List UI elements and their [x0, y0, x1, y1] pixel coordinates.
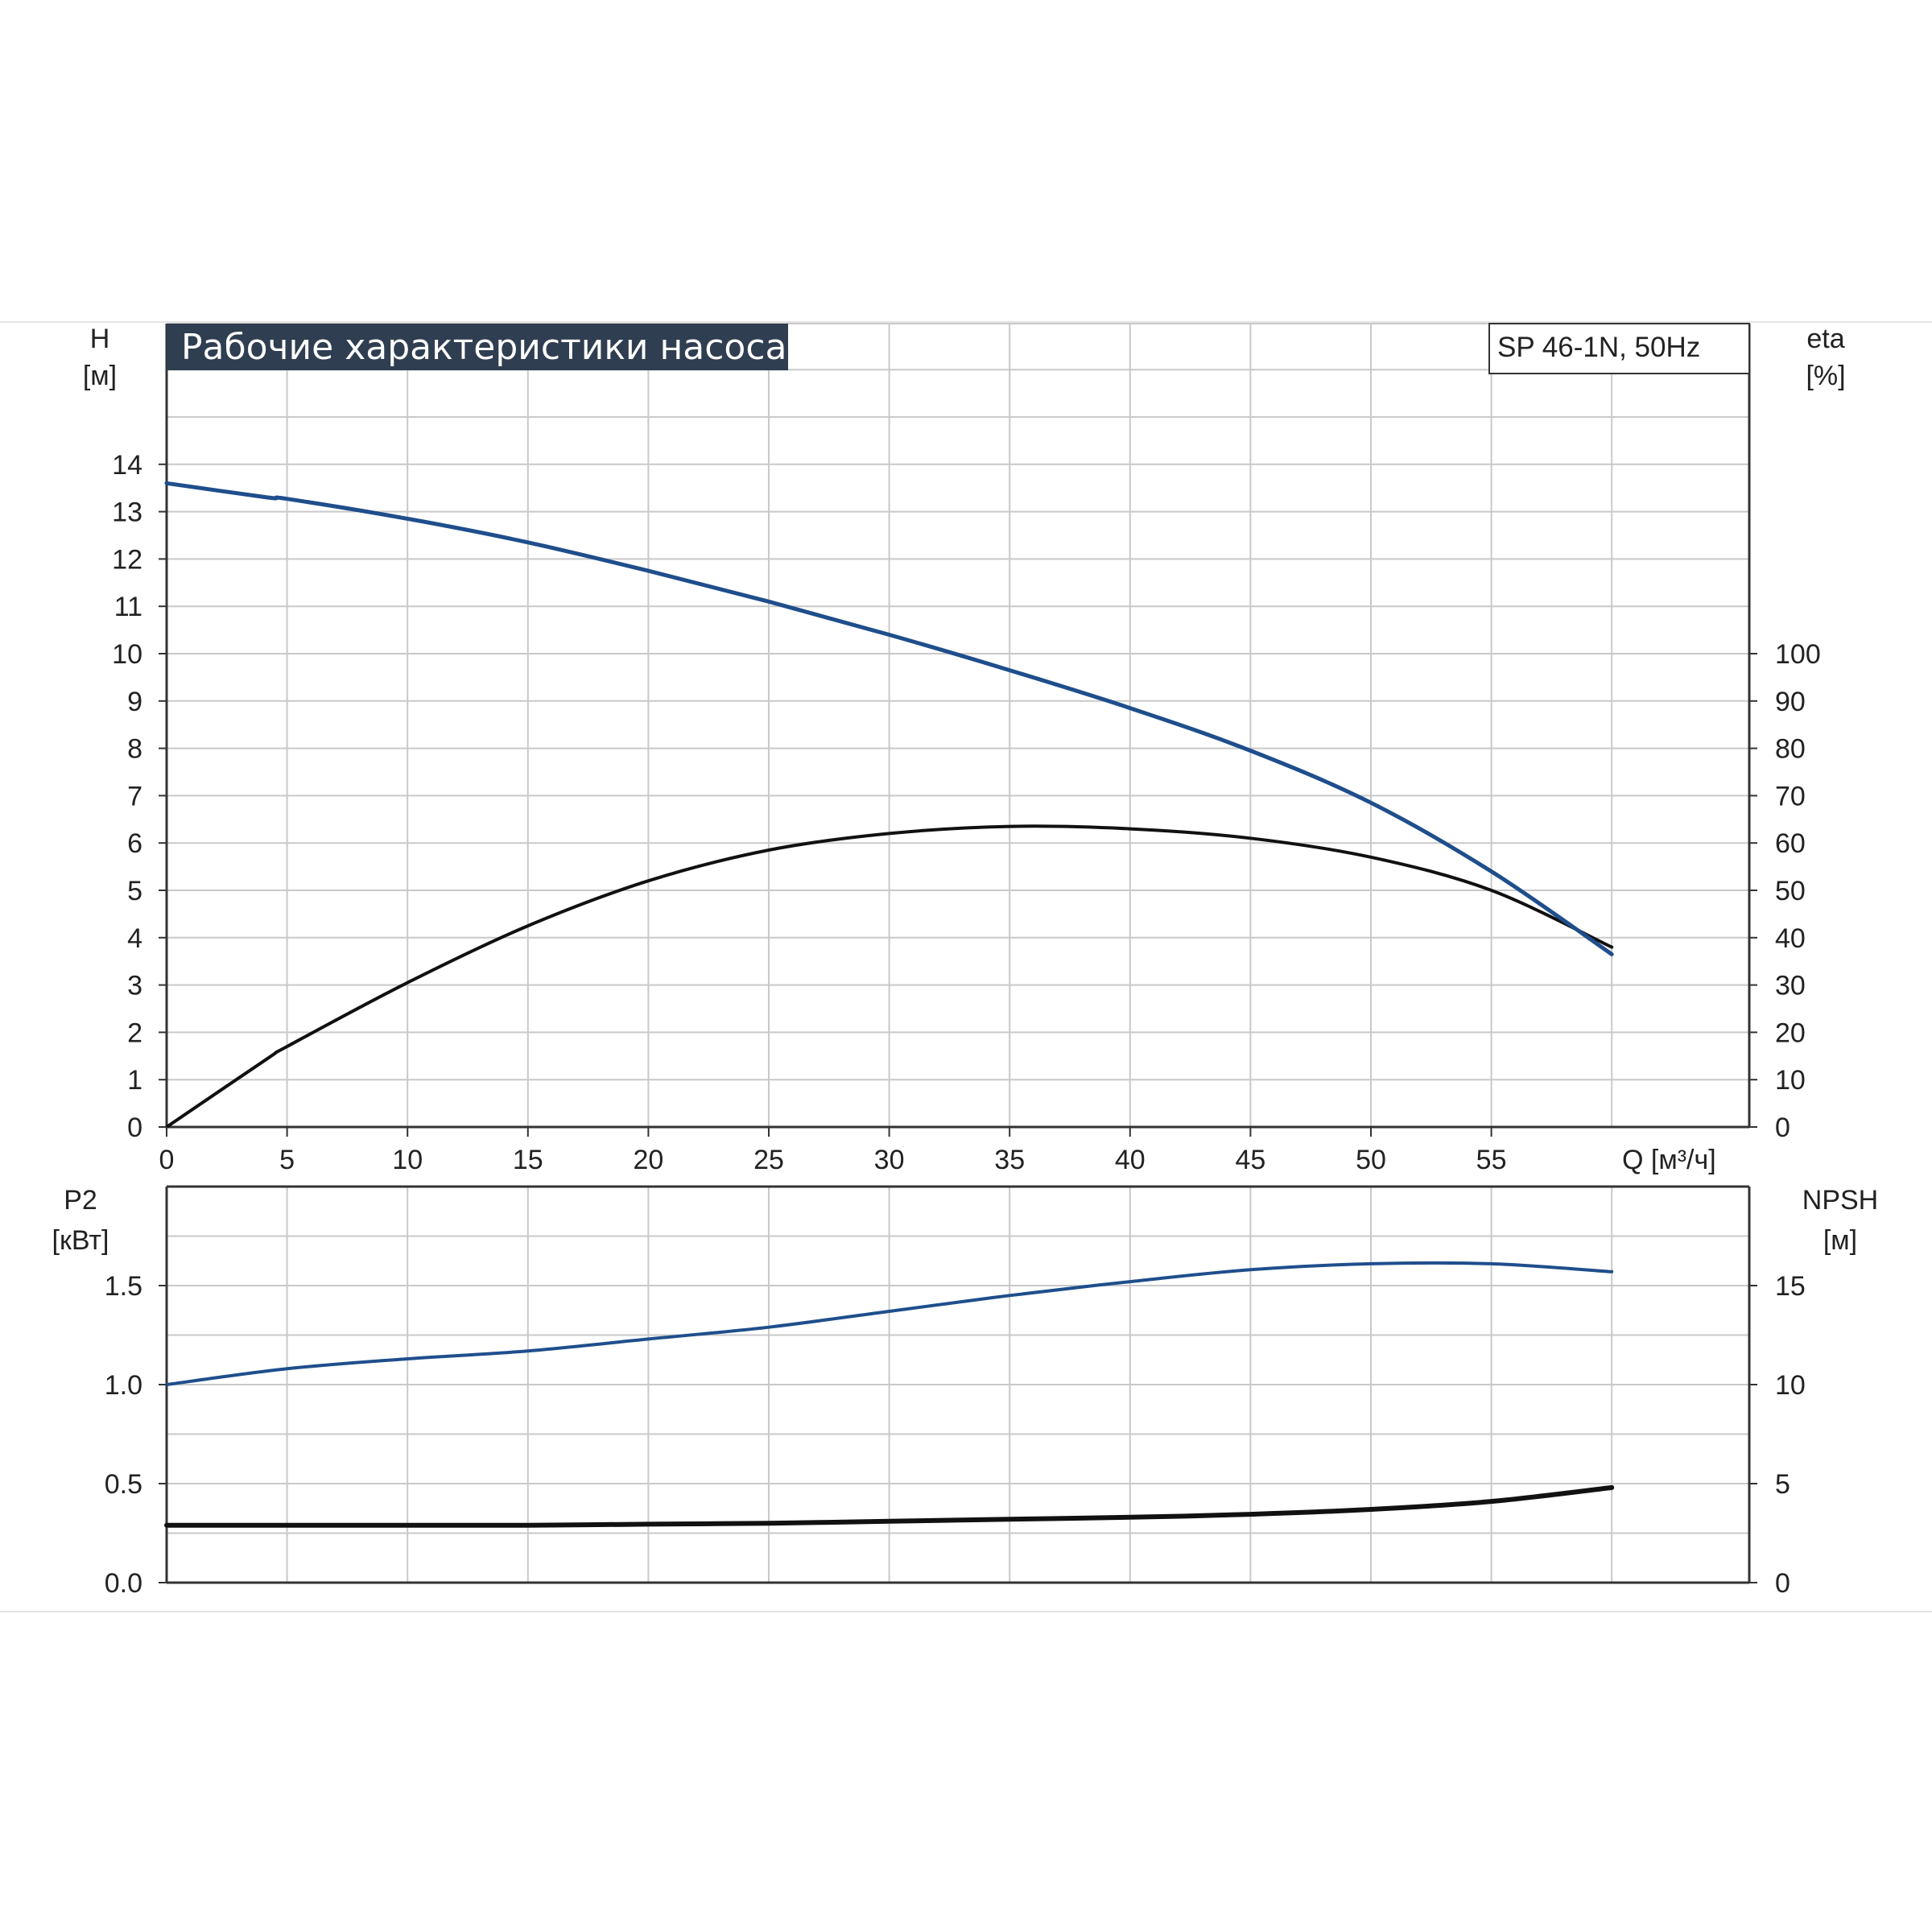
q-tick-label: 15 — [513, 1145, 543, 1175]
top-chart-series — [164, 481, 1614, 1129]
h-tick-label: 8 — [127, 734, 142, 765]
h-tick-label: 12 — [112, 544, 142, 575]
q-tick-label: 25 — [753, 1145, 784, 1175]
npsh-curve — [164, 1484, 1615, 1528]
h-axis-unit: [м] — [83, 361, 117, 391]
h-tick-label: 11 — [114, 592, 142, 622]
x-axis-ticks: 0 5 10 15 20 25 30 35 40 45 50 55 — [159, 1127, 1507, 1175]
h-tick-label: 0 — [127, 1113, 142, 1143]
q-tick-label: 0 — [159, 1145, 175, 1175]
power-curve — [165, 1261, 1614, 1386]
eta-tick-label: 30 — [1775, 971, 1806, 1001]
q-tick-label: 45 — [1235, 1145, 1265, 1175]
npsh-tick-label: 5 — [1775, 1469, 1790, 1500]
eta-axis-label: eta — [1806, 324, 1844, 354]
eta-tick-label: 40 — [1775, 923, 1806, 954]
efficiency-curve — [165, 824, 1614, 1129]
q-tick-label: 30 — [874, 1145, 905, 1175]
npsh-tick-label: 15 — [1775, 1271, 1806, 1302]
q-tick-label: 35 — [994, 1145, 1025, 1175]
eta-axis-unit: [%] — [1806, 361, 1845, 391]
p2-axis-label: P2 — [64, 1185, 97, 1216]
p2-tick-label: 0.0 — [105, 1568, 142, 1599]
chart-title: Рабочие характеристики насоса — [181, 327, 786, 368]
h-tick-label: 14 — [112, 450, 142, 481]
eta-tick-label: 60 — [1775, 828, 1806, 859]
h-tick-label: 3 — [127, 971, 142, 1001]
h-tick-label: 2 — [127, 1018, 142, 1048]
npsh-axis-unit: [м] — [1823, 1225, 1857, 1256]
top-right-axis-ticks: 0 10 20 30 40 50 60 70 80 90 100 — [1749, 639, 1821, 1143]
model-label: SP 46-1N, 50Hz — [1497, 332, 1700, 363]
chart-title-background — [167, 324, 788, 370]
q-tick-label: 5 — [279, 1145, 295, 1175]
h-tick-label: 13 — [112, 497, 142, 528]
h-tick-label: 1 — [127, 1065, 142, 1096]
npsh-tick-label: 0 — [1775, 1568, 1790, 1599]
eta-tick-label: 0 — [1775, 1113, 1790, 1143]
q-tick-label: 10 — [392, 1145, 423, 1175]
eta-tick-label: 10 — [1775, 1065, 1806, 1096]
head-curve — [164, 481, 1614, 956]
eta-tick-label: 20 — [1775, 1018, 1806, 1048]
p2-tick-label: 1.0 — [105, 1370, 142, 1401]
eta-tick-label: 100 — [1775, 639, 1821, 670]
npsh-tick-label: 10 — [1775, 1370, 1806, 1401]
h-tick-label: 4 — [127, 923, 142, 954]
h-tick-label: 9 — [127, 687, 142, 717]
bottom-right-axis-ticks: 0 5 10 15 — [1749, 1271, 1806, 1599]
model-label-box — [1488, 323, 1750, 374]
h-tick-label: 5 — [127, 876, 142, 906]
top-chart-frame — [165, 323, 1751, 1129]
p2-axis-unit: [кВт] — [52, 1225, 109, 1256]
p2-tick-label: 0.5 — [105, 1469, 142, 1500]
h-axis-label: H — [90, 324, 110, 354]
eta-tick-label: 80 — [1775, 734, 1806, 765]
eta-tick-label: 50 — [1775, 876, 1806, 906]
top-chart-grid — [167, 324, 1749, 1127]
h-tick-label: 6 — [127, 828, 142, 859]
p2-tick-label: 1.5 — [105, 1271, 142, 1302]
q-axis-label: Q [м³/ч] — [1622, 1145, 1716, 1175]
bottom-chart-series — [164, 1261, 1615, 1528]
q-tick-label: 55 — [1476, 1145, 1507, 1175]
bottom-left-axis-ticks: 0.0 0.5 1.0 1.5 — [105, 1271, 167, 1599]
npsh-axis-label: NPSH — [1802, 1185, 1878, 1216]
eta-tick-label: 70 — [1775, 781, 1806, 811]
q-tick-label: 40 — [1115, 1145, 1146, 1175]
eta-tick-label: 90 — [1775, 687, 1806, 717]
h-tick-label: 10 — [112, 639, 142, 670]
h-tick-label: 7 — [127, 781, 142, 811]
q-tick-label: 50 — [1356, 1145, 1386, 1175]
q-tick-label: 20 — [633, 1145, 663, 1175]
